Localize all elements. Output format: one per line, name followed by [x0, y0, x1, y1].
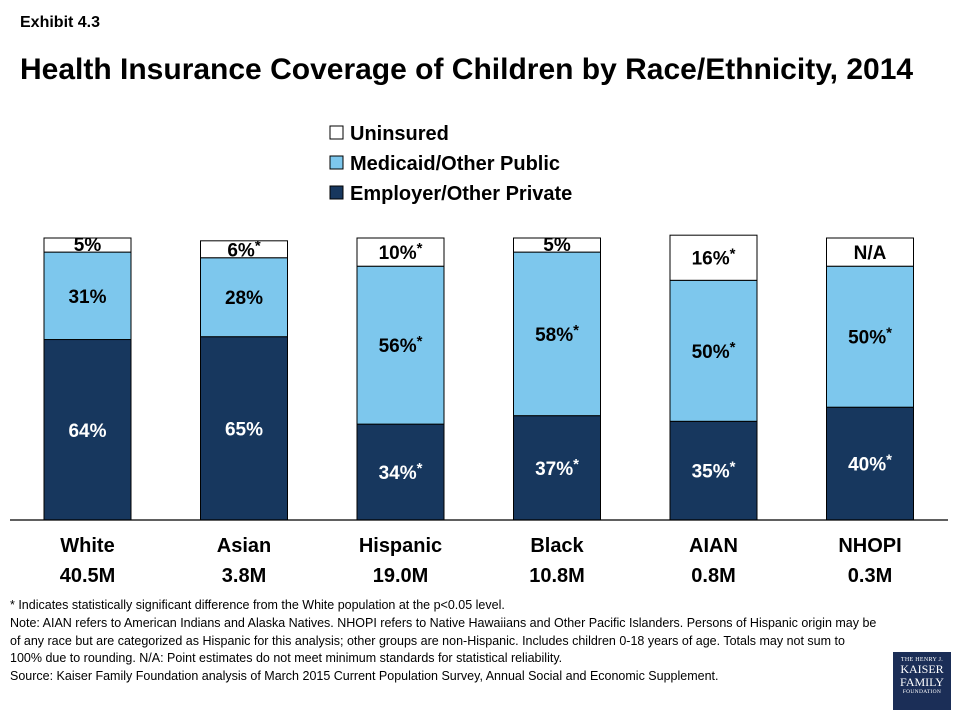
data-label-aian-uninsured: 16%*: [692, 246, 736, 270]
x-tick-total: 3.8M: [222, 565, 266, 587]
exhibit-label: Exhibit 4.3: [20, 14, 101, 31]
data-label-nhopi-employer-other-private: 40%*: [848, 452, 892, 476]
x-tick-total: 0.3M: [848, 565, 892, 587]
data-label-white-medicaid-other-public: 31%: [68, 287, 106, 308]
legend-label: Uninsured: [350, 123, 449, 145]
logo-line2: KAISER: [900, 662, 944, 676]
x-tick-label: Asian: [217, 535, 271, 557]
x-axis: White 40.5M Asian 3.8M Hispanic 19.0M Black 10.…: [10, 519, 948, 587]
data-label-asian-medicaid-other-public: 28%: [225, 288, 263, 309]
footnotes: * Indicates statistically significant di…: [10, 597, 880, 686]
legend-swatch: [329, 155, 344, 170]
stacked-bar-chart: Uninsured Medicaid/Other Public Employer/O…: [10, 123, 948, 587]
bar-segment-aian-employer-other-private: [669, 420, 758, 521]
footnote-significance: * Indicates statistically significant di…: [10, 598, 505, 612]
bar-segment-hispanic-employer-other-private: [356, 423, 445, 521]
bar-segment-aian-uninsured: [669, 234, 758, 281]
footnote-note: Note: AIAN refers to American Indians an…: [10, 615, 877, 666]
data-label-hispanic-medicaid-other-public: 56%*: [379, 333, 423, 357]
data-label-black-employer-other-private: 37%*: [535, 456, 579, 480]
bar-segment-white-uninsured: [43, 237, 132, 253]
data-label-hispanic-uninsured: 10%*: [379, 240, 423, 264]
x-tick-label: White: [60, 535, 114, 557]
x-tick-label: Hispanic: [359, 535, 442, 557]
bar-segment-white-medicaid-other-public: [43, 251, 132, 341]
data-label-aian-medicaid-other-public: 50%*: [692, 339, 736, 363]
bar-segment-aian-medicaid-other-public: [669, 279, 758, 422]
data-label-aian-employer-other-private: 35%*: [692, 459, 736, 483]
x-tick-total: 10.8M: [529, 565, 585, 587]
data-label-asian-uninsured: 6%*: [227, 238, 260, 262]
bar-segment-nhopi-uninsured: [826, 237, 914, 267]
legend-label: Medicaid/Other Public: [350, 153, 560, 175]
legend-swatch: [329, 185, 344, 200]
data-label-black-uninsured: 5%: [543, 235, 571, 256]
bar-segment-black-medicaid-other-public: [513, 251, 601, 417]
legend-label: Employer/Other Private: [350, 183, 572, 205]
x-tick-total: 19.0M: [373, 565, 429, 587]
bar-segment-white-employer-other-private: [43, 339, 132, 521]
data-label-hispanic-employer-other-private: 34%*: [379, 460, 423, 484]
data-label-black-medicaid-other-public: 58%*: [535, 322, 579, 346]
bar-segment-nhopi-medicaid-other-public: [826, 265, 914, 408]
bar-segment-nhopi-employer-other-private: [826, 406, 914, 521]
x-tick-total: 0.8M: [691, 565, 735, 587]
data-label-nhopi-medicaid-other-public: 50%*: [848, 325, 892, 349]
logo-line4: FOUNDATION: [902, 689, 942, 695]
logo-line3: FAMILY: [900, 675, 944, 689]
x-tick-label: AIAN: [689, 535, 738, 557]
data-label-asian-employer-other-private: 65%: [225, 419, 263, 440]
bars: 64% 31% 5% 65% 28% 6%* 34%* 56%* 10%* 37%* 58%* 5% 3…: [43, 234, 914, 521]
data-label-nhopi-uninsured: N/A: [854, 243, 887, 264]
kff-logo: THE HENRY J. KAISER FAMILY FOUNDATION: [893, 652, 951, 710]
data-label-white-uninsured: 5%: [74, 235, 102, 256]
bar-segment-hispanic-medicaid-other-public: [356, 265, 445, 425]
bar-segment-asian-uninsured: [200, 240, 288, 259]
bar-segment-asian-employer-other-private: [200, 336, 288, 521]
chart-title: Health Insurance Coverage of Children by…: [20, 53, 914, 86]
logo-line1: THE HENRY J.: [900, 657, 944, 663]
bar-segment-hispanic-uninsured: [356, 237, 445, 267]
x-tick-total: 40.5M: [60, 565, 116, 587]
x-tick-label: NHOPI: [838, 535, 901, 557]
legend-swatch: [329, 125, 344, 140]
footnote-source: Source: Kaiser Family Foundation analysi…: [10, 669, 719, 684]
x-tick-label: Black: [530, 535, 584, 557]
bar-segment-black-uninsured: [513, 237, 601, 253]
data-label-white-employer-other-private: 64%: [68, 421, 106, 442]
legend: Uninsured Medicaid/Other Public Employer/O…: [329, 123, 572, 205]
